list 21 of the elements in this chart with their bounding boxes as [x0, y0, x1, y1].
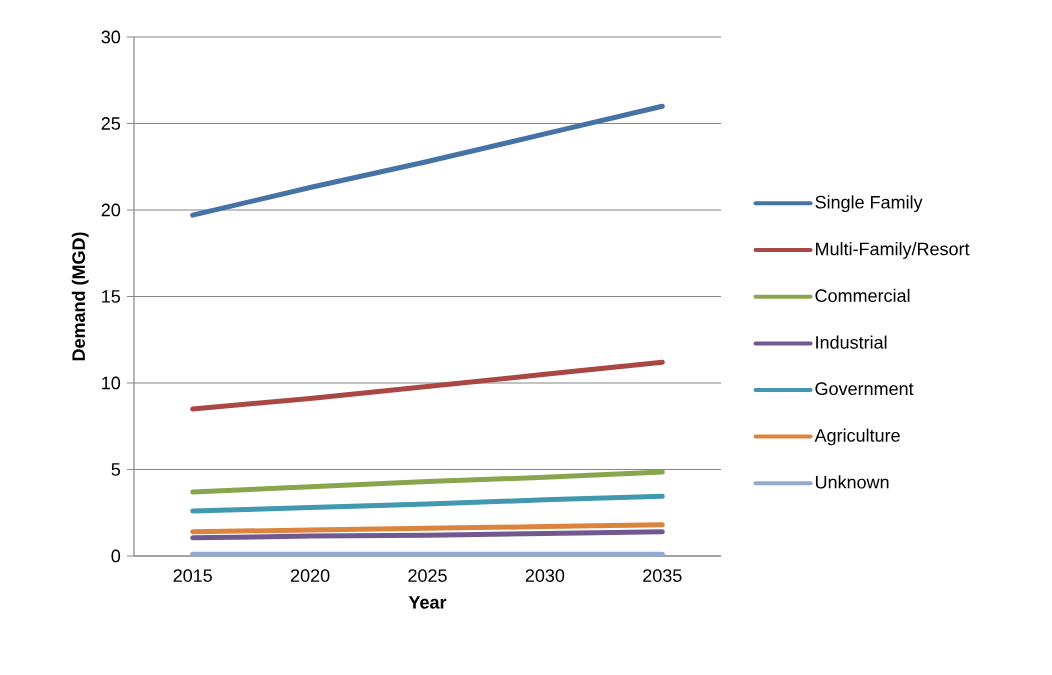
y-tick-label: 25 — [101, 117, 121, 130]
legend-label: Unknown — [815, 475, 889, 489]
y-tick-label: 0 — [111, 549, 121, 563]
legend-label: Single Family — [815, 195, 923, 213]
x-tick-label: 2035 — [643, 569, 682, 582]
x-tick-label: 2030 — [525, 569, 565, 582]
y-tick-label: 10 — [102, 376, 121, 390]
y-tick-label: 20 — [101, 203, 121, 217]
y-axis-title: Demand (MGD) — [71, 232, 89, 361]
y-tick-label: 30 — [101, 30, 121, 44]
x-axis-title: Year — [408, 596, 447, 609]
x-tick-label: 2020 — [290, 569, 330, 582]
x-tick-label: 2025 — [408, 569, 447, 582]
legend-label: Multi-Family/Resort — [816, 242, 970, 259]
legend-label: Agriculture — [814, 428, 900, 446]
y-tick-label: 5 — [111, 463, 121, 476]
y-tick-label: 15 — [102, 290, 121, 303]
x-tick-label: 2015 — [173, 569, 212, 582]
legend-label: Industrial — [816, 335, 887, 349]
legend-label: Government — [815, 382, 914, 396]
legend-label: Commercial — [815, 288, 910, 303]
